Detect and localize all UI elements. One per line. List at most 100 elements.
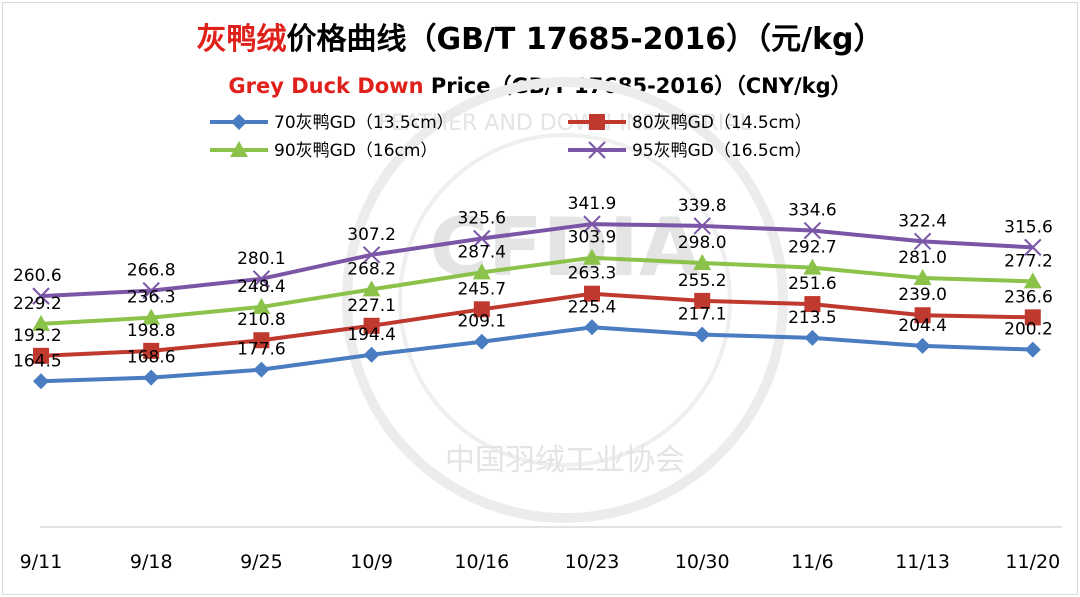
data-label: 307.2 xyxy=(347,225,396,245)
data-point xyxy=(803,258,822,275)
data-point xyxy=(252,297,271,314)
series-2 xyxy=(32,248,1042,331)
watermark: CFDIA 中国羽绒工业协会 FEATHER AND DOWN INDUSTRI… xyxy=(342,77,788,523)
legend-marker xyxy=(588,141,606,159)
data-label: 245.7 xyxy=(457,279,506,299)
data-label: 287.4 xyxy=(457,242,506,262)
data-point xyxy=(473,333,490,350)
data-label: 248.4 xyxy=(237,277,286,297)
data-label: 229.2 xyxy=(13,294,62,314)
data-point xyxy=(913,232,932,251)
data-point xyxy=(694,292,711,309)
x-tick-label: 9/25 xyxy=(240,551,283,573)
data-point xyxy=(362,280,381,297)
data-point xyxy=(363,317,380,334)
x-tick-label: 11/6 xyxy=(791,551,834,573)
data-label: 266.8 xyxy=(127,261,176,281)
data-point xyxy=(253,361,270,378)
data-label: 280.1 xyxy=(237,249,286,269)
data-point xyxy=(1024,341,1041,358)
data-point xyxy=(33,373,49,390)
x-ticks: 9/11 9/18 9/25 10/9 10/16 10/23 10/30 11/6 11/13… xyxy=(20,551,1061,573)
x-tick-label: 9/11 xyxy=(20,551,63,573)
data-point xyxy=(33,347,49,364)
data-label: 281.0 xyxy=(898,248,947,268)
data-point xyxy=(472,263,491,280)
data-point xyxy=(1024,238,1042,257)
data-point xyxy=(803,221,822,240)
data-point xyxy=(693,217,711,235)
data-label: 339.8 xyxy=(678,196,727,216)
chart-title-en-highlight: Grey Duck Down xyxy=(228,74,424,98)
legend-entry: 95灰鸭GD（16.5cm） xyxy=(568,141,812,161)
data-label: 227.1 xyxy=(347,296,396,316)
data-label: 325.6 xyxy=(457,209,506,229)
data-label: 225.4 xyxy=(568,297,617,317)
data-label: 193.2 xyxy=(13,326,62,346)
data-label: 164.5 xyxy=(13,351,62,371)
data-label: 236.6 xyxy=(1004,287,1053,307)
data-point xyxy=(913,269,932,286)
data-point xyxy=(584,285,600,302)
legend-entry: 90灰鸭GD（16cm） xyxy=(210,141,437,161)
data-label: 177.6 xyxy=(237,340,286,360)
data-point xyxy=(693,253,712,270)
series-lines xyxy=(32,215,1042,390)
data-label: 334.6 xyxy=(788,201,837,221)
data-point xyxy=(252,270,271,288)
data-label: 268.2 xyxy=(347,259,396,279)
data-point xyxy=(363,346,380,363)
watermark-ring xyxy=(342,77,788,523)
x-tick-label: 9/18 xyxy=(130,551,173,573)
data-label: 217.1 xyxy=(678,305,727,325)
data-point xyxy=(1024,309,1041,326)
data-point xyxy=(143,342,160,359)
x-tick-label: 11/20 xyxy=(1005,551,1060,573)
chart-title-en: Grey Duck Down Price（GB/T 17685-2016）（CN… xyxy=(0,70,1080,100)
x-tick-label: 11/13 xyxy=(895,551,950,573)
x-tick-label: 10/16 xyxy=(454,551,509,573)
data-label: 239.0 xyxy=(898,285,947,305)
legend-label: 95灰鸭GD（16.5cm） xyxy=(632,141,812,161)
x-tick-label: 10/23 xyxy=(565,551,620,573)
legend-label: 70灰鸭GD（13.5cm） xyxy=(274,113,454,133)
series-0 xyxy=(33,319,1041,390)
data-label: 277.2 xyxy=(1004,251,1053,271)
data-label: 194.4 xyxy=(347,325,396,345)
data-label: 198.8 xyxy=(127,321,176,341)
data-point xyxy=(142,308,161,325)
data-point xyxy=(143,369,160,386)
data-point xyxy=(1023,272,1042,289)
x-tick-label: 10/9 xyxy=(350,551,393,573)
legend-entry: 80灰鸭GD（14.5cm） xyxy=(568,113,812,133)
legend-entry: 70灰鸭GD（13.5cm） xyxy=(210,113,454,133)
data-label: 213.5 xyxy=(788,308,837,328)
data-label: 210.8 xyxy=(237,310,286,330)
data-labels: 164.5 168.6 177.6 194.4 209.1 225.4 217.1 213.5… xyxy=(13,194,1053,371)
data-label: 204.4 xyxy=(898,316,947,336)
legend-marker xyxy=(589,114,605,130)
data-point xyxy=(914,307,931,324)
data-point xyxy=(473,229,491,248)
legend-label: 80灰鸭GD（14.5cm） xyxy=(632,113,812,133)
data-point xyxy=(694,326,711,343)
legend: 70灰鸭GD（13.5cm） 80灰鸭GD（14.5cm） 90灰鸭GD（16cm）… xyxy=(210,113,812,161)
legend-label: 90灰鸭GD（16cm） xyxy=(274,141,437,161)
data-point xyxy=(804,296,821,313)
data-label: 303.9 xyxy=(568,228,617,248)
data-label: 292.7 xyxy=(788,238,837,258)
series-3 xyxy=(32,215,1042,305)
data-point xyxy=(253,332,270,349)
data-point xyxy=(473,301,490,318)
series-line xyxy=(40,291,1033,358)
data-label: 255.2 xyxy=(678,271,727,291)
series-line xyxy=(40,222,1033,299)
data-label: 263.3 xyxy=(568,264,617,284)
series-line xyxy=(40,255,1033,326)
data-point xyxy=(583,215,601,233)
data-label: 236.3 xyxy=(127,288,176,308)
watermark-text-cn: 中国羽绒工业协会 xyxy=(445,443,685,478)
data-label: 260.6 xyxy=(13,266,62,286)
